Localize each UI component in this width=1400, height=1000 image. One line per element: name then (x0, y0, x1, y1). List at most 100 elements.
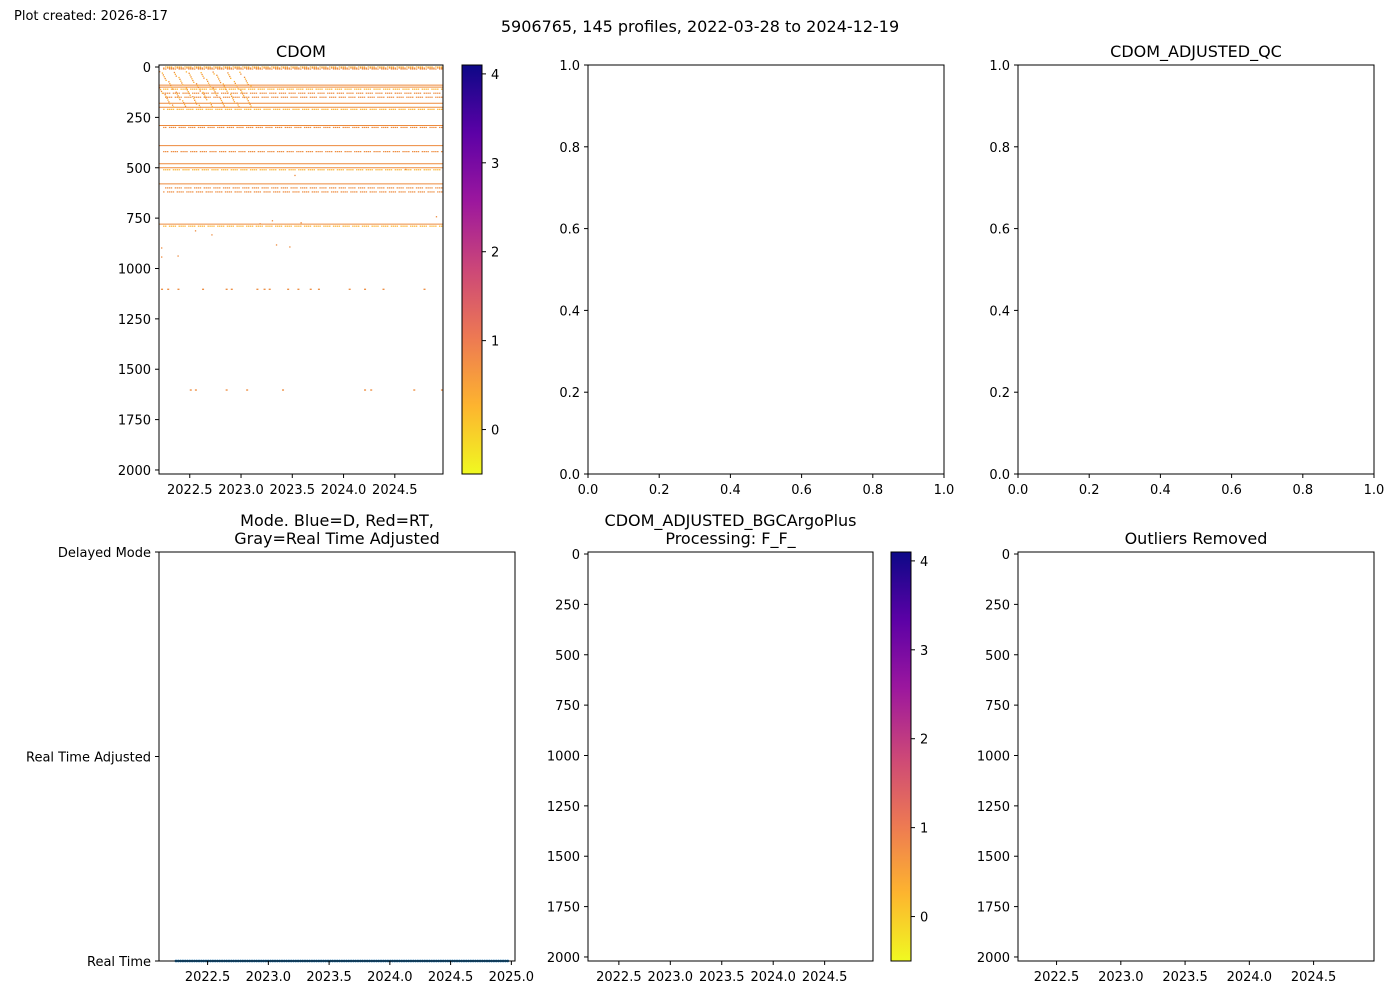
cdom-point (384, 92, 387, 94)
cdom-point (348, 96, 350, 98)
cdom-point (431, 191, 433, 193)
cdom-point (321, 88, 323, 90)
cdom-point (298, 151, 300, 153)
cdom-point (259, 126, 261, 129)
cdom-point (243, 96, 246, 99)
cdom-point (232, 126, 234, 129)
cdom-point (178, 66, 180, 68)
cdom-point (415, 225, 418, 227)
cdom-point (440, 66, 443, 68)
cdom-point (244, 169, 246, 171)
cdom-point (431, 225, 433, 227)
cdom-point (257, 225, 260, 227)
cdom-point (300, 88, 302, 90)
cdom-point (400, 191, 402, 193)
cdom-point (290, 66, 292, 68)
cdom-point (180, 187, 182, 189)
cdom-point (182, 169, 184, 171)
cdom-point (267, 191, 269, 193)
cdom-point (238, 66, 240, 68)
cdom-point (417, 96, 420, 98)
cdom-point (303, 92, 306, 94)
cdom-point (350, 169, 352, 171)
cdom-point (348, 68, 350, 70)
cdom-point (246, 108, 248, 110)
cdom-point (364, 288, 367, 290)
cdom-point (242, 68, 244, 70)
cdom-point (213, 187, 215, 189)
cdom-point (180, 151, 182, 153)
cdom-point (390, 68, 393, 70)
cdom-point (365, 151, 368, 153)
cdom-point (381, 169, 383, 171)
cdom-point (383, 67, 385, 69)
cdom-point (371, 187, 373, 189)
cdom-point (439, 68, 441, 70)
cdom-point (242, 225, 244, 227)
cdom-point (259, 68, 261, 70)
cdom-point (356, 92, 358, 94)
cdom-point (261, 187, 263, 189)
cdom-point (336, 126, 339, 129)
cdom-point (435, 96, 437, 98)
cdom-point (241, 91, 243, 93)
cdom-point (315, 187, 317, 189)
cdom-point (359, 92, 362, 94)
cdom-point (359, 169, 362, 171)
cdom-point (292, 66, 294, 68)
cdom-point (344, 151, 346, 153)
cdom-point (392, 187, 395, 189)
cdom-point (338, 151, 341, 153)
cdom-point (190, 126, 192, 129)
cdom-point (188, 67, 190, 69)
cdom-point (435, 88, 437, 90)
cdom-point (431, 96, 433, 98)
cdom-point (375, 169, 377, 171)
cdom-point (332, 187, 335, 189)
cdom-point (237, 88, 239, 90)
subplot-bgc-argo-plus: 2022.5 2023.0 2023.5 2024.0 2024.50250500750… (547, 511, 928, 985)
colorbar-gradient (462, 65, 482, 474)
cdom-point (396, 169, 398, 171)
axes-frame (1017, 64, 1375, 475)
cdom-point (303, 169, 306, 171)
cdom-point (219, 66, 221, 68)
cdom-point (227, 92, 229, 94)
cdom-point (396, 126, 398, 129)
cdom-point (253, 187, 256, 189)
cdom-point (373, 108, 375, 110)
cdom-point (244, 151, 246, 153)
cdom-point (367, 169, 370, 171)
cdom-point (222, 187, 225, 189)
cdom-point (203, 88, 206, 90)
cdom-point (313, 67, 316, 69)
cdom-point (344, 88, 346, 90)
cdom-point (346, 108, 348, 110)
cdom-point (305, 151, 308, 153)
cdom-point (381, 126, 383, 129)
cdom-point (184, 66, 186, 68)
cdom-point (259, 108, 261, 110)
cdom-point (188, 68, 190, 70)
subplot-outliers: 2022.5 2023.0 2023.5 2024.0 2024.50250500750… (977, 529, 1375, 985)
cdom-point (198, 88, 200, 90)
x-tick-label: 1.0 (934, 483, 955, 498)
cdom-point (294, 92, 296, 94)
cdom-point (182, 88, 184, 90)
cdom-point (365, 68, 368, 70)
cdom-point (278, 88, 281, 90)
cdom-point (429, 169, 431, 171)
cdom-point (348, 88, 350, 90)
cdom-point (267, 126, 269, 129)
cdom-point (257, 187, 260, 189)
cdom-point (311, 67, 314, 69)
cdom-point (282, 187, 285, 189)
cdom-point (356, 191, 358, 193)
cdom-point (238, 88, 240, 90)
cdom-point (161, 72, 164, 74)
cdom-point (215, 187, 217, 189)
cdom-point (330, 187, 333, 189)
cdom-point (356, 225, 358, 227)
cdom-point (294, 66, 296, 68)
y-tick-label: 0.0 (989, 468, 1010, 483)
